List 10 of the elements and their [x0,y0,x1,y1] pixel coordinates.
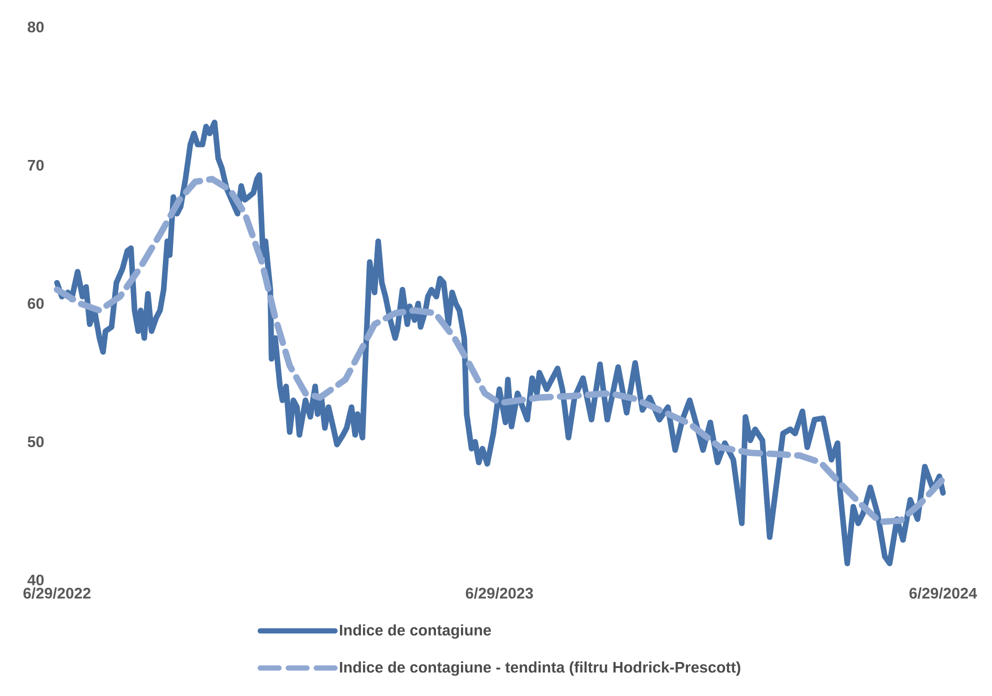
y-tick-label: 70 [28,160,44,171]
legend-label: Indice de contagiune [340,624,491,639]
y-tick-label: 80 [28,22,44,32]
x-tick-label: 6/29/2024 [909,587,978,599]
y-tick-label: 60 [28,298,44,309]
x-tick-label: 6/29/2023 [466,587,533,599]
y-tick-label: 50 [28,436,44,448]
x-tick-label: 6/29/2022 [23,587,90,599]
legend-label: Indice de contagiune - tendinta (filtru Hodrick-Prescott) [340,661,740,676]
y-tick-label: 40 [27,574,44,586]
